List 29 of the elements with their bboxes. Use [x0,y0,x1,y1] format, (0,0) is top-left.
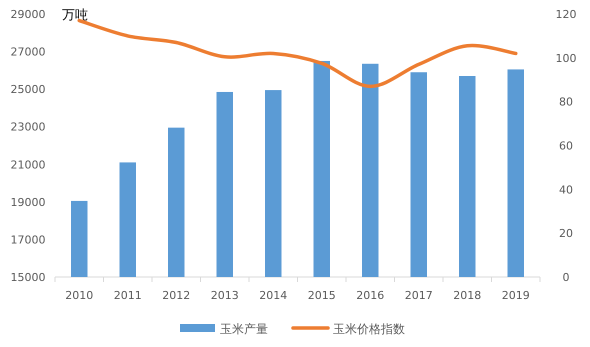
y2-tick-label: 40 [559,183,573,196]
legend-label: 玉米价格指数 [333,322,405,336]
x-tick-label: 2015 [308,289,336,302]
x-tick-label: 2012 [162,289,190,302]
y-tick-label: 17000 [10,233,46,246]
y2-tick-label: 60 [559,140,573,152]
y-tick-label: 25000 [10,83,46,96]
y2-tick-label: 120 [556,8,576,21]
y2-tick-label: 80 [559,96,573,109]
y-tick-label: 19000 [10,196,46,209]
x-tick-label: 2013 [210,289,239,302]
y2-tick-label: 0 [562,271,570,284]
x-tick-label: 2017 [404,289,433,302]
legend-label: 玉米产量 [220,322,268,336]
y2-tick-label: 20 [559,227,573,240]
y-axis-title: 万吨 [62,8,88,23]
x-tick-label: 2019 [502,289,530,302]
x-tick-label: 2011 [114,289,142,302]
y-tick-label: 21000 [10,158,46,172]
line-series [78,18,518,88]
x-tick-label: 2010 [65,289,94,302]
y-tick-label: 27000 [10,46,46,59]
y-tick-label: 15000 [10,271,46,284]
x-tick-label: 2018 [453,289,482,302]
y2-tick-label: 100 [556,52,576,65]
x-tick-label: 2016 [356,289,384,302]
x-tick-label: 2014 [259,289,288,302]
y-tick-label: 29000 [10,8,46,21]
y-tick-label: 23000 [10,120,46,134]
